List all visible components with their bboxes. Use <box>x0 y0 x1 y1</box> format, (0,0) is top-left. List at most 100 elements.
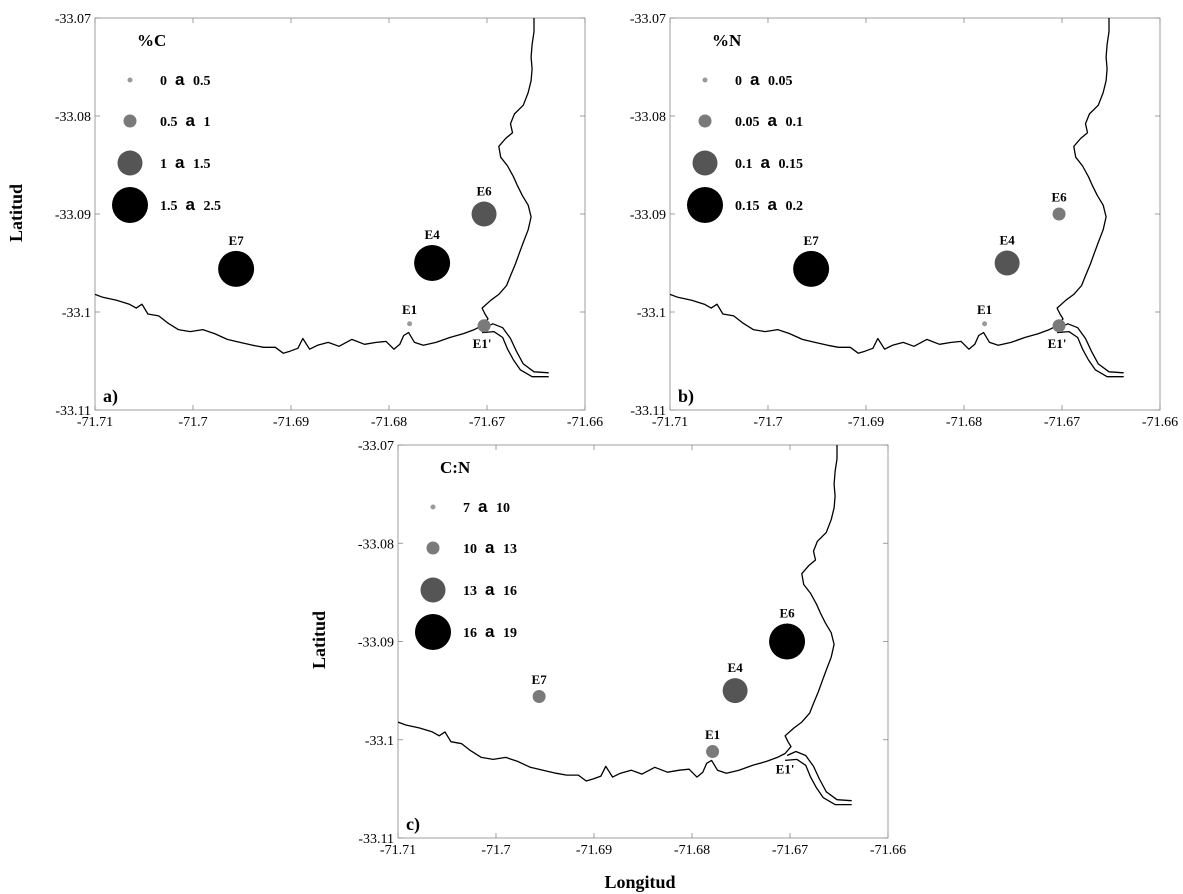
legend-connector: a <box>478 497 488 516</box>
legend-connector: a <box>186 195 196 214</box>
x-tick-label: -71.71 <box>380 843 416 858</box>
station-marker-e7 <box>218 250 255 287</box>
station-label: E1 <box>402 302 417 317</box>
x-tick-label: -71.66 <box>1142 415 1178 430</box>
station-marker-e4 <box>722 678 748 704</box>
legend-connector: a <box>175 153 185 172</box>
legend-symbol <box>415 614 451 650</box>
legend-range-from: 16 <box>463 626 477 641</box>
x-tick-label: -71.69 <box>848 415 884 430</box>
legend-connector: a <box>768 111 778 130</box>
legend-range-to: 1.5 <box>193 157 211 172</box>
station-label: E7 <box>532 672 548 687</box>
legend-title: %C <box>137 31 166 50</box>
legend-symbol <box>117 150 143 176</box>
legend-symbol <box>112 187 148 223</box>
x-tick-label: -71.67 <box>1044 415 1080 430</box>
legend-connector: a <box>761 153 771 172</box>
legend-range-from: 1.5 <box>160 199 178 214</box>
y-axis-title-bottom: Latitud <box>309 611 329 669</box>
x-tick-label: -71.67 <box>469 415 505 430</box>
station-label: E6 <box>779 606 795 621</box>
y-tick-label: -33.11 <box>358 832 394 847</box>
legend-range-to: 16 <box>503 584 517 599</box>
map-frame <box>397 444 889 839</box>
station-label: E1 <box>705 727 720 742</box>
y-tick-label: -33.1 <box>365 734 394 749</box>
station-label: E4 <box>1000 233 1016 248</box>
x-tick-label: -71.7 <box>753 415 782 430</box>
legend-range-to: 10 <box>496 501 510 516</box>
station-label: E1 <box>977 302 992 317</box>
legend-symbol <box>698 114 712 128</box>
legend-range-to: 0.2 <box>786 199 804 214</box>
station-marker-e4 <box>414 245 451 281</box>
y-tick-label: -33.09 <box>358 636 394 651</box>
legend-range-from: 1 <box>160 157 167 172</box>
x-tick-label: -71.69 <box>576 843 612 858</box>
station-marker-e6 <box>769 623 806 660</box>
coastline <box>397 445 838 782</box>
station-label: E4 <box>425 227 441 242</box>
panel-label: a) <box>103 386 118 407</box>
map-panel-c: -71.71 -71.7 -71.69 -71.68 -71.67 -71.66 -33.0… <box>358 439 906 858</box>
estuary-bank-north <box>1058 323 1124 374</box>
legend-symbol <box>123 114 137 128</box>
y-tick-label: -33.08 <box>358 537 394 552</box>
x-tick-label: -71.66 <box>567 415 603 430</box>
station-label: E6 <box>476 184 492 199</box>
station-marker-e7 <box>793 250 830 287</box>
coastline <box>94 18 535 354</box>
panel-label: c) <box>406 814 420 835</box>
station-marker-e4 <box>994 250 1020 276</box>
x-tick-label: -71.68 <box>674 843 710 858</box>
y-tick-label: -33.11 <box>630 404 666 419</box>
y-tick-label: -33.07 <box>630 12 666 27</box>
legend-range-from: 0 <box>160 74 167 89</box>
y-tick-label: -33.09 <box>630 208 666 223</box>
station-marker-e1p <box>477 319 491 333</box>
legend-range-from: 10 <box>463 542 477 557</box>
legend-symbol <box>420 577 446 603</box>
station-marker-e6 <box>1052 207 1066 221</box>
legend-symbol <box>426 541 440 555</box>
panel-label: b) <box>678 386 694 407</box>
x-tick-label: -71.7 <box>178 415 207 430</box>
station-label: E1' <box>776 762 795 777</box>
x-tick-label: -71.71 <box>652 415 688 430</box>
map-panel-b: -71.71 -71.7 -71.69 -71.68 -71.67 -71.66 -33.0… <box>630 12 1178 430</box>
legend-range-from: 0 <box>735 74 742 89</box>
y-tick-label: -33.08 <box>630 110 666 125</box>
legend-range-from: 13 <box>463 584 477 599</box>
legend-symbol <box>687 187 723 223</box>
legend-symbol <box>692 150 718 176</box>
x-axis-title: Longitud <box>604 872 675 892</box>
station-marker-e1 <box>706 745 720 759</box>
map-frame <box>94 17 586 411</box>
map-frame <box>669 17 1161 411</box>
legend-range-to: 13 <box>503 542 517 557</box>
legend-symbol <box>702 77 708 83</box>
estuary-bank-south <box>482 330 549 378</box>
y-tick-label: -33.08 <box>55 110 91 125</box>
x-tick-label: -71.68 <box>371 415 407 430</box>
y-tick-label: -33.11 <box>55 404 91 419</box>
x-tick-label: -71.71 <box>77 415 113 430</box>
y-tick-label: -33.1 <box>62 306 91 321</box>
x-tick-label: -71.69 <box>273 415 309 430</box>
map-panel-a: -71.71 -71.7 -71.69 -71.68 -71.67 -71.66 -33.0… <box>55 12 603 430</box>
station-label: E1' <box>1048 336 1067 351</box>
legend-connector: a <box>768 195 778 214</box>
legend-range-to: 19 <box>503 626 517 641</box>
station-label: E6 <box>1051 190 1067 205</box>
legend-range-to: 0.5 <box>193 74 211 89</box>
y-tick-label: -33.07 <box>55 12 91 27</box>
y-tick-label: -33.1 <box>637 306 666 321</box>
legend-connector: a <box>186 111 196 130</box>
legend-symbol <box>127 77 133 83</box>
station-marker-e1p <box>1052 319 1066 333</box>
x-tick-label: -71.66 <box>870 843 906 858</box>
legend-range-from: 0.5 <box>160 115 178 130</box>
station-marker-e1 <box>982 321 988 327</box>
